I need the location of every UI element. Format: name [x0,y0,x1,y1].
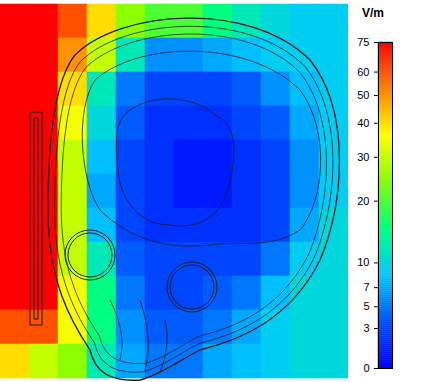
html-text:V/m: V/m [362,6,384,20]
svg-text:5: 5 [363,300,369,312]
svg-text:0: 0 [363,362,369,374]
svg-text:3: 3 [363,322,369,334]
svg-text:60: 60 [357,66,369,78]
svg-text:30: 30 [357,151,369,163]
svg-text:50: 50 [357,89,369,101]
svg-text:10: 10 [357,256,369,268]
svg-text:75: 75 [357,36,369,48]
svg-text:7: 7 [363,281,369,293]
svg-text:20: 20 [357,195,369,207]
svg-text:40: 40 [357,117,369,129]
